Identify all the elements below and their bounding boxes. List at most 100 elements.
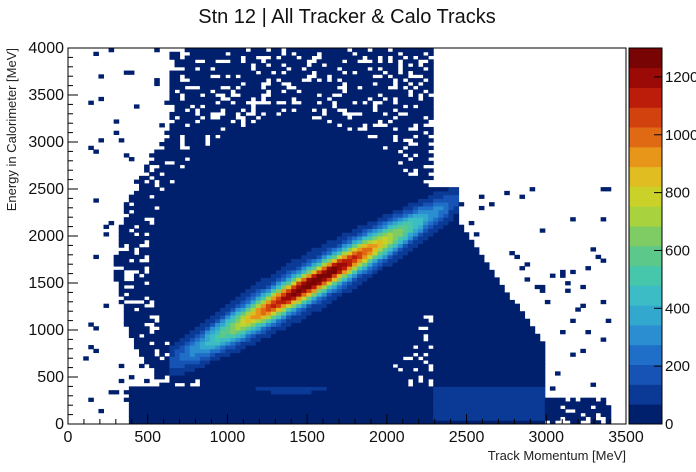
heatmap-cell: [296, 288, 302, 293]
heatmap-cell: [336, 352, 343, 357]
heatmap-cell: [144, 183, 150, 188]
heatmap-cell: [154, 337, 160, 342]
heatmap-cell: [341, 198, 348, 203]
heatmap-cell: [225, 247, 231, 252]
heatmap-cell: [311, 164, 318, 169]
heatmap-cell: [235, 269, 241, 275]
heatmap-cell: [377, 108, 384, 113]
heatmap-cell: [154, 292, 160, 297]
heatmap-cell: [179, 130, 186, 135]
heatmap-cell: [174, 284, 181, 290]
heatmap-cell: [199, 386, 206, 391]
heatmap-cell: [215, 168, 221, 173]
heatmap-cell: [397, 258, 404, 263]
heatmap-cell: [220, 375, 226, 380]
heatmap-cell: [387, 254, 394, 260]
heatmap-cell: [377, 157, 384, 162]
heatmap-cell: [306, 205, 312, 211]
heatmap-cell: [336, 371, 343, 376]
heatmap-cell: [311, 345, 318, 350]
heatmap-cell: [245, 104, 252, 109]
heatmap-cell: [387, 412, 394, 417]
heatmap-cell: [215, 330, 221, 335]
heatmap-cell: [260, 258, 267, 263]
heatmap-cell: [397, 254, 404, 260]
heatmap-cell: [194, 160, 201, 166]
heatmap-cell: [184, 138, 191, 143]
heatmap-cell: [123, 205, 130, 211]
heatmap-cell: [250, 356, 257, 361]
heatmap-cell: [164, 187, 170, 192]
heatmap-cell: [225, 412, 231, 417]
heatmap-cell: [281, 393, 287, 399]
heatmap-cell: [301, 194, 307, 199]
heatmap-cell: [326, 209, 333, 214]
heatmap-cell: [321, 51, 328, 57]
heatmap-cell: [179, 333, 186, 339]
heatmap-cell: [128, 243, 135, 248]
heatmap-cell: [372, 138, 378, 143]
heatmap-cell: [225, 284, 231, 290]
heatmap-cell: [392, 371, 399, 376]
heatmap-cell: [225, 224, 231, 229]
heatmap-cell: [347, 138, 353, 143]
heatmap-cell: [281, 172, 287, 177]
heatmap-cell: [240, 341, 247, 346]
heatmap-cell: [169, 337, 176, 342]
heatmap-cell: [275, 386, 282, 391]
heatmap-cell: [306, 228, 312, 233]
heatmap-cell: [159, 307, 165, 312]
heatmap-cell: [260, 375, 267, 380]
heatmap-cell: [189, 205, 196, 211]
heatmap-cell: [301, 217, 307, 222]
heatmap-cell: [306, 318, 312, 323]
heatmap-cell: [210, 236, 216, 241]
heatmap-cell: [331, 130, 338, 135]
heatmap-cell: [296, 408, 302, 414]
heatmap-cell: [179, 345, 186, 350]
heatmap-cell: [230, 183, 236, 188]
heatmap-cell: [387, 247, 394, 252]
heatmap-cell: [118, 269, 125, 275]
heatmap-cell: [341, 168, 348, 173]
heatmap-cell: [352, 202, 358, 207]
heatmap-cell: [144, 213, 150, 218]
heatmap-cell: [260, 172, 267, 177]
heatmap-cell: [235, 104, 241, 109]
heatmap-cell: [341, 194, 348, 199]
heatmap-cell: [316, 352, 323, 357]
heatmap-cell: [270, 269, 277, 275]
heatmap-cell: [189, 123, 196, 128]
heatmap-cell: [210, 307, 216, 312]
heatmap-cell: [184, 360, 191, 365]
heatmap-cell: [144, 220, 150, 226]
heatmap-cell: [286, 224, 292, 229]
heatmap-cell: [316, 202, 323, 207]
heatmap-cell: [275, 420, 282, 425]
heatmap-cell: [306, 337, 312, 342]
heatmap-cell: [362, 89, 368, 94]
heatmap-cell: [362, 164, 368, 169]
heatmap-cell: [139, 401, 145, 406]
heatmap-cell: [326, 318, 333, 323]
heatmap-cell: [204, 311, 211, 316]
heatmap-cell: [159, 296, 165, 301]
heatmap-cell: [199, 142, 206, 147]
heatmap-cell: [255, 292, 262, 297]
heatmap-cell: [204, 239, 211, 245]
heatmap-cell: [215, 341, 221, 346]
heatmap-cell: [179, 273, 186, 278]
heatmap-cell: [245, 345, 252, 350]
heatmap-cell: [326, 160, 333, 166]
heatmap-cell: [275, 115, 282, 120]
heatmap-cell: [372, 89, 378, 94]
heatmap-cell: [275, 51, 282, 57]
heatmap-cell: [139, 205, 145, 211]
heatmap-cell: [357, 247, 363, 252]
heatmap-cell: [341, 251, 348, 256]
heatmap-cell: [291, 202, 297, 207]
heatmap-cell: [372, 333, 378, 339]
heatmap-cell: [210, 119, 216, 124]
heatmap-cell: [154, 224, 160, 229]
heatmap-cell: [220, 322, 226, 327]
